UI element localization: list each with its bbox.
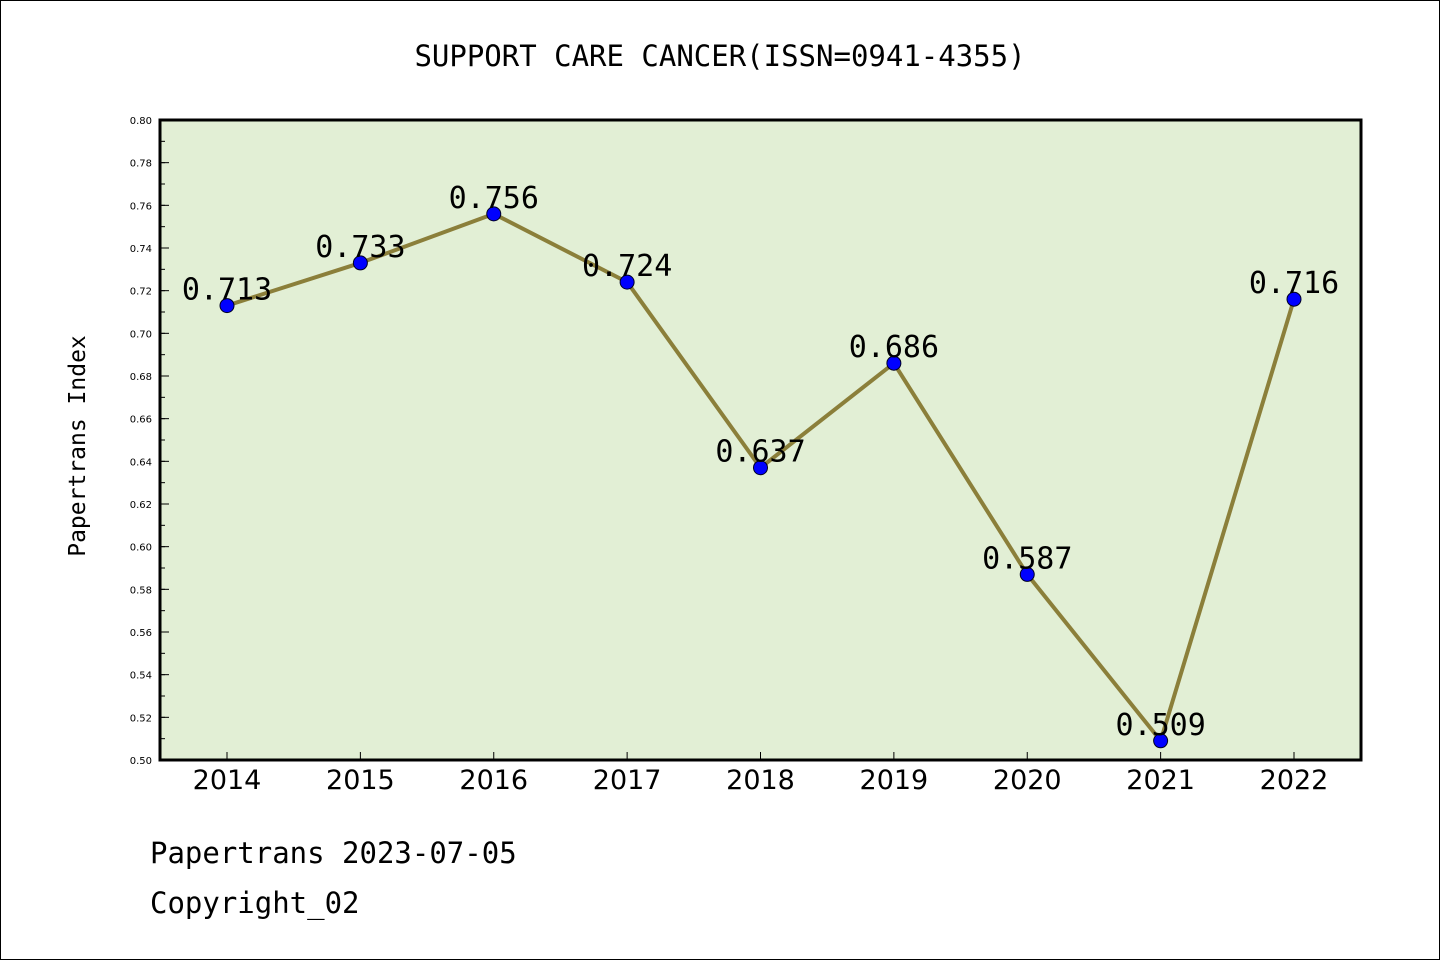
footer-copyright-line: Copyright_02 [150, 886, 360, 920]
chart-title: SUPPORT CARE CANCER(ISSN=0941-4355) [414, 39, 1025, 73]
data-label: 0.509 [1115, 708, 1205, 743]
data-label: 0.587 [982, 541, 1072, 576]
y-tick-label: 0.62 [130, 500, 152, 511]
data-point-marker [219, 298, 235, 314]
x-tick-label: 2019 [860, 765, 929, 796]
x-axis-ticks: 2014 2015 2016 2017 2018 2019 2020 2021 2022 [193, 752, 1329, 796]
data-label: 0.724 [582, 249, 672, 284]
data-point-marker [1153, 733, 1169, 749]
data-label: 0.713 [182, 273, 272, 308]
x-tick-label: 2017 [593, 765, 662, 796]
footer-date-line: Papertrans 2023-07-05 [150, 836, 517, 870]
data-label: 0.733 [315, 230, 405, 265]
data-label: 0.756 [449, 181, 539, 216]
y-tick-label: 0.70 [130, 329, 152, 340]
y-tick-label: 0.78 [130, 159, 152, 170]
y-tick-label: 0.56 [130, 628, 152, 639]
y-tick-label: 0.58 [130, 585, 152, 596]
data-point-marker [753, 460, 768, 476]
y-axis-label: Papertrans Index [65, 335, 91, 557]
y-tick-label: 0.68 [130, 372, 152, 383]
data-point-marker [886, 355, 902, 371]
data-point-marker [1286, 291, 1302, 307]
y-tick-label: 0.50 [130, 756, 152, 767]
x-tick-label: 2021 [1126, 765, 1195, 796]
data-point-marker [619, 274, 635, 290]
data-label: 0.686 [849, 330, 939, 365]
y-tick-label: 0.66 [130, 415, 152, 426]
plot-area [158, 118, 1363, 762]
x-tick-label: 2016 [459, 765, 528, 796]
x-tick-label: 2022 [1260, 765, 1329, 796]
data-label: 0.637 [715, 435, 805, 470]
x-tick-label: 2020 [993, 765, 1062, 796]
series-markers [219, 206, 1302, 749]
data-point-marker [486, 206, 502, 222]
x-tick-label: 2014 [193, 765, 262, 796]
data-label: 0.716 [1249, 266, 1339, 301]
data-labels: 0.713 0.733 0.756 0.724 0.637 0.686 0.587 0.509… [182, 181, 1339, 743]
x-tick-label: 2015 [326, 765, 395, 796]
y-tick-label: 0.64 [130, 457, 152, 468]
y-tick-label: 0.74 [130, 244, 152, 255]
y-tick-label: 0.80 [130, 116, 152, 127]
data-point-marker [352, 255, 368, 271]
data-point-marker [1019, 566, 1035, 582]
y-tick-label: 0.52 [130, 713, 152, 724]
x-tick-label: 2018 [726, 765, 795, 796]
y-tick-label: 0.60 [130, 543, 152, 554]
y-tick-label: 0.54 [130, 671, 152, 682]
y-tick-label: 0.72 [130, 287, 152, 298]
y-tick-label: 0.76 [130, 201, 152, 212]
y-axis-ticks: 0.50 0.52 0.54 0.56 0.58 0.60 0.62 0.64 0.66 0.68… [130, 116, 169, 767]
